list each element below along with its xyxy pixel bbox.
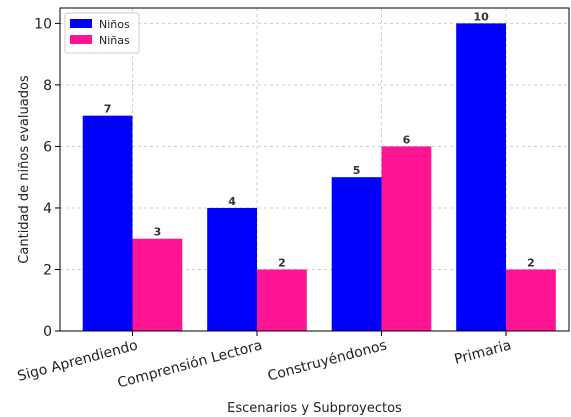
bar-labels-group: 7 4 5 10 3 2 6 2: [104, 10, 535, 269]
x-tick-label: Construyéndonos: [266, 337, 389, 384]
bar-value-label: 5: [353, 164, 361, 177]
y-tick-label: 10: [34, 16, 52, 32]
bar-value-label: 2: [278, 256, 286, 269]
bar-value-label: 6: [403, 133, 411, 146]
bar: [506, 269, 556, 331]
y-tick-label: 8: [43, 78, 52, 94]
bar: [381, 146, 432, 331]
y-tick-label: 4: [43, 201, 52, 217]
bar-value-label: 2: [527, 256, 535, 269]
y-tick-label: 2: [43, 262, 52, 278]
bar-value-label: 10: [473, 10, 489, 23]
legend-swatch: [70, 35, 92, 44]
bar: [82, 115, 133, 332]
bar-value-label: 7: [104, 103, 112, 116]
legend-label: Niños: [99, 18, 130, 31]
x-tick-label: Primaria: [453, 337, 513, 368]
y-axis-ticks: 0 2 4 6 8 10: [34, 16, 60, 340]
bar: [331, 177, 382, 331]
legend: Niños Niñas: [64, 12, 140, 54]
bars-group: [82, 23, 556, 332]
legend-swatch: [70, 19, 92, 28]
legend-label: Niñas: [99, 34, 130, 47]
bar: [456, 23, 506, 332]
bar: [207, 207, 257, 331]
x-tick-label: Comprensión Lectora: [116, 337, 264, 391]
y-tick-label: 0: [43, 324, 52, 340]
x-axis-title: Escenarios y Subproyectos: [227, 401, 402, 416]
y-tick-label: 6: [43, 139, 52, 155]
bar: [257, 269, 307, 331]
plot-frame: [59, 7, 570, 332]
bar-value-label: 3: [154, 226, 162, 239]
y-axis-title: Cantidad de niños evaluados: [17, 75, 32, 264]
bar-value-label: 4: [228, 195, 236, 208]
bar: [132, 238, 183, 331]
